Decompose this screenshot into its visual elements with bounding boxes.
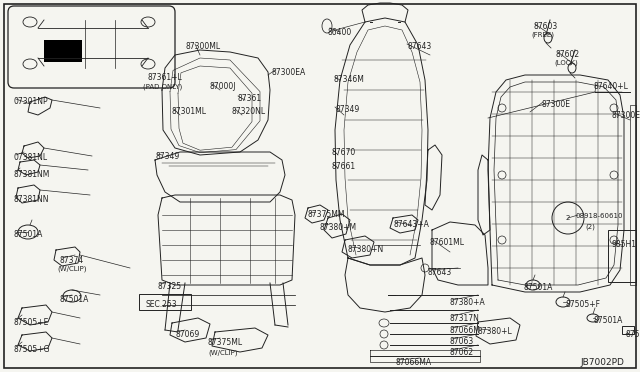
Text: 87601ML: 87601ML bbox=[430, 238, 465, 247]
Text: 87320NL: 87320NL bbox=[232, 107, 266, 116]
Text: (PAD ONLY): (PAD ONLY) bbox=[143, 83, 182, 90]
Text: 985H1: 985H1 bbox=[611, 240, 636, 249]
Text: 07381NL: 07381NL bbox=[14, 153, 48, 162]
Text: JB7002PD: JB7002PD bbox=[580, 358, 624, 367]
Text: 87069: 87069 bbox=[175, 330, 199, 339]
Text: SEC.253: SEC.253 bbox=[145, 300, 177, 309]
Text: 87300E: 87300E bbox=[542, 100, 571, 109]
Text: 87603: 87603 bbox=[533, 22, 557, 31]
Text: 87375ML: 87375ML bbox=[208, 338, 243, 347]
Text: (2): (2) bbox=[585, 223, 595, 230]
Text: 87300EA: 87300EA bbox=[272, 68, 307, 77]
Text: 87640+L: 87640+L bbox=[593, 82, 628, 91]
Text: 87300E: 87300E bbox=[612, 111, 640, 120]
Text: 87380+A: 87380+A bbox=[450, 298, 486, 307]
Text: 87505+G: 87505+G bbox=[14, 345, 51, 354]
Text: 87661: 87661 bbox=[331, 162, 355, 171]
Text: 87501A: 87501A bbox=[523, 283, 552, 292]
Text: 87505+F: 87505+F bbox=[565, 300, 600, 309]
Bar bbox=[608, 230, 636, 282]
Text: 87670: 87670 bbox=[331, 148, 355, 157]
Text: 2: 2 bbox=[566, 215, 570, 221]
Text: 87643: 87643 bbox=[407, 42, 431, 51]
Text: 87301ML: 87301ML bbox=[172, 107, 207, 116]
Text: 87062: 87062 bbox=[450, 348, 474, 357]
Text: 87066M: 87066M bbox=[450, 326, 481, 335]
Text: 87361: 87361 bbox=[237, 94, 261, 103]
Text: 87317N: 87317N bbox=[450, 314, 480, 323]
Text: 87361+L: 87361+L bbox=[148, 73, 183, 82]
Text: 87325: 87325 bbox=[158, 282, 182, 291]
Text: 87505+E: 87505+E bbox=[14, 318, 49, 327]
Text: 87000J: 87000J bbox=[210, 82, 237, 91]
Text: (W/CLIP): (W/CLIP) bbox=[57, 266, 86, 273]
Text: 87602: 87602 bbox=[556, 50, 580, 59]
Text: 08918-60610: 08918-60610 bbox=[576, 213, 623, 219]
Text: 87381NM: 87381NM bbox=[14, 170, 51, 179]
Text: 07301NP: 07301NP bbox=[14, 97, 49, 106]
Text: 87381NN: 87381NN bbox=[14, 195, 49, 204]
Text: 87374: 87374 bbox=[60, 256, 84, 265]
Text: 87066MA: 87066MA bbox=[395, 358, 431, 367]
Bar bbox=[622, 326, 634, 334]
Text: 87643+A: 87643+A bbox=[393, 220, 429, 229]
Text: 87346M: 87346M bbox=[333, 75, 364, 84]
Text: (LOCK): (LOCK) bbox=[554, 60, 578, 67]
Text: 87349: 87349 bbox=[155, 152, 179, 161]
Text: 87501A: 87501A bbox=[593, 316, 622, 325]
Text: 87643: 87643 bbox=[428, 268, 452, 277]
Bar bbox=[44, 40, 82, 62]
Text: 87063: 87063 bbox=[450, 337, 474, 346]
Text: 87501A: 87501A bbox=[14, 230, 44, 239]
Text: 87501A: 87501A bbox=[60, 295, 90, 304]
Text: 87375MM: 87375MM bbox=[307, 210, 344, 219]
Text: 86400: 86400 bbox=[328, 28, 352, 37]
Text: 87300ML: 87300ML bbox=[185, 42, 220, 51]
Text: 87380+L: 87380+L bbox=[478, 327, 513, 336]
Text: 87505: 87505 bbox=[626, 330, 640, 339]
Text: 87380+M: 87380+M bbox=[320, 223, 357, 232]
Bar bbox=[630, 105, 636, 285]
Text: 87380+N: 87380+N bbox=[347, 245, 383, 254]
Text: (W/CLIP): (W/CLIP) bbox=[208, 349, 237, 356]
Text: 87349: 87349 bbox=[335, 105, 359, 114]
Text: (FREE): (FREE) bbox=[531, 32, 554, 38]
